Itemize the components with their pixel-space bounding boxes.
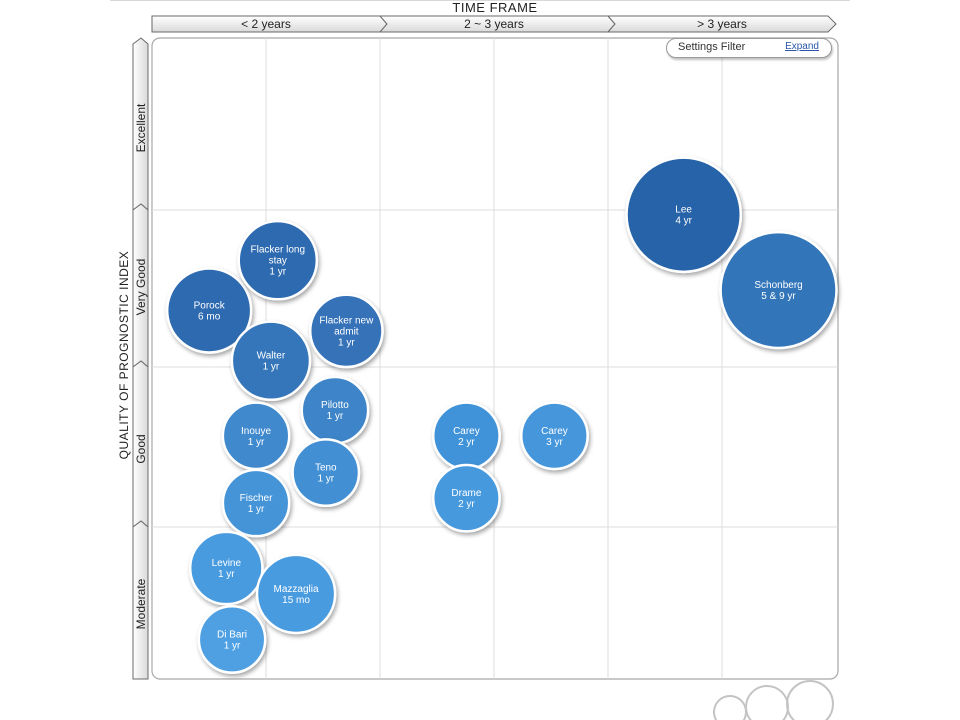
bubble-label: 6 mo [198, 311, 221, 322]
bubble-label: Di Bari [217, 629, 247, 640]
bubble-circle [719, 230, 838, 350]
bubble-label: 2 yr [458, 499, 475, 510]
x-band-label-1: < 2 years [241, 17, 291, 31]
y-band-label-moderate: Moderate [134, 578, 148, 629]
top-rule [110, 0, 850, 1]
bubble-label: 2 yr [458, 437, 475, 448]
bubble-label: 1 yr [269, 267, 286, 278]
bubble-label: 1 yr [248, 504, 265, 515]
bubble-label: 5 & 9 yr [761, 291, 796, 302]
y-band-shape-moderate [132, 520, 149, 680]
bubble-label: 1 yr [338, 337, 355, 348]
bubble-circle [431, 463, 501, 533]
bubble-label: 1 yr [218, 569, 235, 580]
settings-filter-box: Settings Filter Expand [666, 38, 832, 58]
y-band-label-very-good: Very Good [134, 259, 148, 316]
bubble-label: Flacker new [319, 315, 374, 326]
bubble-label: Porock [194, 300, 226, 311]
bubble-circle [221, 468, 291, 538]
bubble-label: Lee [675, 205, 692, 216]
bubble-label: Drame [451, 488, 481, 499]
expand-link[interactable]: Expand [785, 41, 819, 52]
bubble-label: admit [334, 326, 359, 337]
bubble-circle [625, 156, 743, 274]
bubble-circle [230, 320, 312, 402]
x-band-label-3: > 3 years [697, 17, 747, 31]
bubble-label: Pilotto [321, 400, 349, 411]
bubble-label: Inouye [241, 426, 271, 437]
x-band-label-2: 2 ~ 3 years [464, 17, 524, 31]
decor-circle-small [713, 695, 747, 720]
y-band-label-good: Good [134, 434, 148, 463]
decor-circle-large [786, 680, 834, 720]
bubble-label: Mazzaglia [274, 584, 319, 595]
bubble-label: stay [269, 256, 287, 267]
settings-filter-label: Settings Filter [678, 41, 746, 53]
bubble-label: Walter [257, 351, 286, 362]
bubble-circle [308, 293, 384, 369]
bubble-label: Carey [453, 426, 480, 437]
bubble-label: Levine [212, 558, 242, 569]
bubble-label: Flacker long [251, 245, 305, 256]
bubble-circle [291, 438, 361, 508]
bubble-circle [255, 553, 337, 635]
bubble-circle [520, 401, 589, 471]
bubble-label: Schonberg [754, 280, 802, 291]
decorative-circles [713, 680, 834, 720]
bubble-label: Carey [541, 426, 568, 437]
quality-sidebar: Excellent Very Good Good Moderate [132, 37, 149, 680]
x-band-shape-3 [606, 15, 837, 33]
bubble-label: 1 yr [327, 411, 344, 422]
bubble-label: 3 yr [546, 437, 563, 448]
bubble-label: 1 yr [263, 362, 280, 373]
bubble-label: Fischer [240, 493, 273, 504]
bubble-label: 1 yr [224, 640, 241, 651]
bubble-circle [197, 605, 267, 674]
bubble-label: 1 yr [317, 474, 334, 485]
time-frame-header: < 2 years 2 ~ 3 years > 3 years [151, 15, 837, 33]
x-axis-title: TIME FRAME [452, 0, 538, 15]
bubble-label: Teno [315, 463, 337, 474]
bubble-label: 1 yr [248, 437, 265, 448]
bubble-label: 4 yr [675, 216, 692, 227]
y-band-label-excellent: Excellent [134, 103, 148, 152]
bubble-circle [237, 219, 319, 301]
bubble-circle [165, 267, 253, 354]
bubble-circle [188, 530, 264, 606]
bubble-label: 15 mo [282, 595, 310, 606]
decor-circle-medium [745, 685, 789, 720]
